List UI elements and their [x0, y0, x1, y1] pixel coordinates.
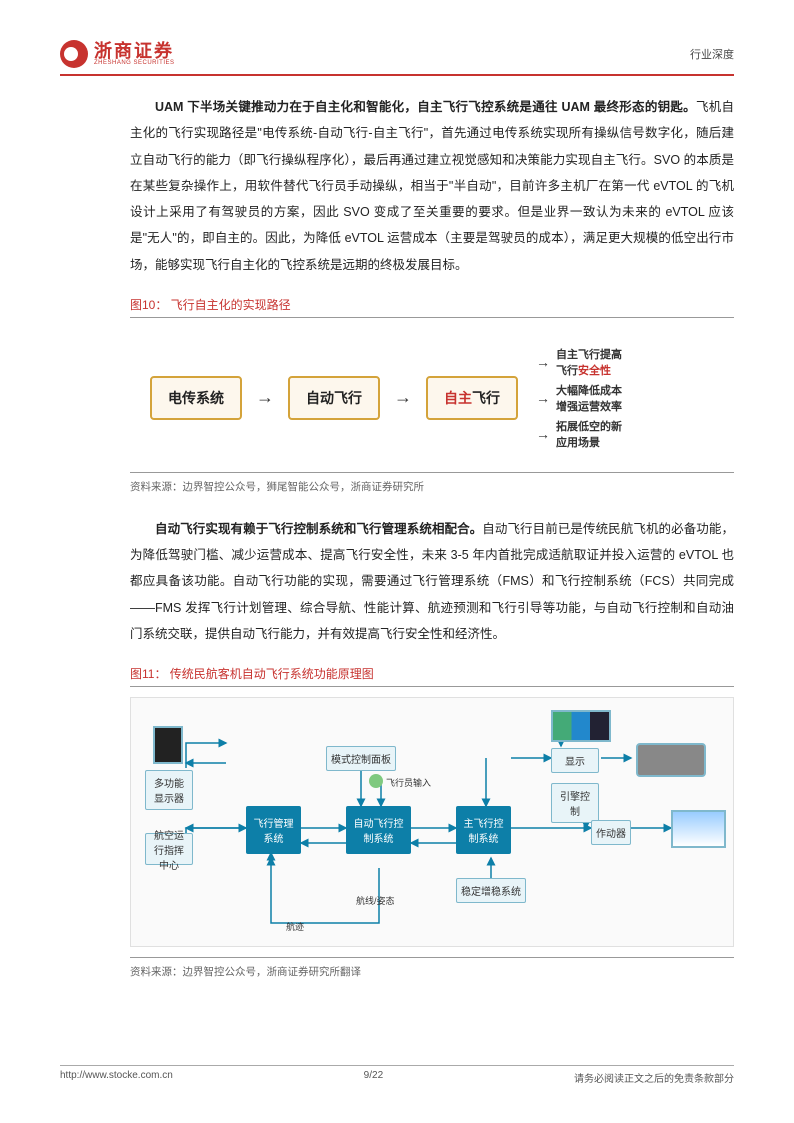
- fig11-diagram: 多功能显示器 航空运行指挥中心 飞行管理系统 模式控制面板 飞行员输入 自动飞行…: [130, 697, 734, 947]
- header-category: 行业深度: [690, 46, 734, 62]
- para1-rest: 飞机自主化的飞行实现路径是"电传系统-自动飞行-自主飞行"，首先通过电传系统实现…: [130, 100, 734, 272]
- page-footer: http://www.stocke.com.cn 9/22 请务必阅读正文之后的…: [60, 1065, 734, 1085]
- label-nav: 航迹: [286, 920, 304, 933]
- fig11-source: 资料来源：边界智控公众号，浙商证券研究所翻译: [130, 957, 734, 979]
- para1-bold: UAM 下半场关键推动力在于自主化和智能化，自主飞行飞控系统是通往 UAM 最终…: [155, 100, 696, 114]
- fig10-title: 图10： 飞行自主化的实现路径: [130, 296, 734, 318]
- node-aoc: 航空运行指挥中心: [145, 833, 193, 865]
- fig10-outcomes: →自主飞行提高飞行安全性 →大幅降低成本增强运营效率 →拓展低空的新应用场景: [536, 346, 622, 450]
- logo: 浙商证券 ZHESHANG SECURITIES: [60, 40, 175, 68]
- engine-img: [636, 743, 706, 777]
- node-engine: 引擎控制: [551, 783, 599, 823]
- fig10-box-2: 自动飞行: [288, 376, 380, 420]
- node-display: 多功能显示器: [145, 770, 193, 810]
- para2-rest: 自动飞行目前已是传统民航飞机的必备功能，为降低驾驶门槛、减少运营成本、提高飞行安…: [130, 522, 734, 641]
- arrow-icon: →: [536, 354, 550, 370]
- fig11-title: 图11： 传统民航客机自动飞行系统功能原理图: [130, 665, 734, 687]
- display-img: [153, 726, 183, 764]
- para2-bold: 自动飞行实现有赖于飞行控制系统和飞行管理系统相配合。: [155, 522, 482, 536]
- arrow-icon: →: [394, 387, 412, 408]
- label-route: 航线/姿态: [356, 894, 395, 907]
- node-sas: 稳定增稳系统: [456, 878, 526, 903]
- node-pfcs: 主飞行控制系统: [456, 806, 511, 854]
- page-header: 浙商证券 ZHESHANG SECURITIES 行业深度: [60, 40, 734, 76]
- footer-page: 9/22: [364, 1070, 383, 1085]
- paragraph-2: 自动飞行实现有赖于飞行控制系统和飞行管理系统相配合。自动飞行目前已是传统民航飞机…: [130, 516, 734, 647]
- display-screens: [551, 710, 611, 742]
- fig10-box-1: 电传系统: [150, 376, 242, 420]
- fig11-connections: [131, 698, 735, 948]
- node-actuator: 作动器: [591, 820, 631, 845]
- footer-url: http://www.stocke.com.cn: [60, 1070, 173, 1085]
- arrow-icon: →: [536, 426, 550, 442]
- node-afcs: 自动飞行控制系统: [346, 806, 411, 854]
- logo-text-cn: 浙商证券: [94, 42, 175, 60]
- node-show: 显示: [551, 748, 599, 773]
- fig10-source: 资料来源：边界智控公众号，狮尾智能公众号，浙商证券研究所: [130, 472, 734, 494]
- logo-icon: [60, 40, 88, 68]
- footer-disclaimer: 请务必阅读正文之后的免责条款部分: [574, 1070, 734, 1085]
- aircraft-img: [671, 810, 726, 848]
- pilot-icon: [369, 774, 383, 788]
- arrow-icon: →: [256, 387, 274, 408]
- node-fms: 飞行管理系统: [246, 806, 301, 854]
- logo-text-en: ZHESHANG SECURITIES: [94, 60, 175, 66]
- fig10-box-3: 自主飞行: [426, 376, 518, 420]
- label-pilot: 飞行员输入: [386, 776, 431, 789]
- fig10-diagram: 电传系统 → 自动飞行 → 自主飞行 →自主飞行提高飞行安全性 →大幅降低成本增…: [130, 328, 734, 462]
- paragraph-1: UAM 下半场关键推动力在于自主化和智能化，自主飞行飞控系统是通往 UAM 最终…: [130, 94, 734, 278]
- node-mode: 模式控制面板: [326, 746, 396, 771]
- arrow-icon: →: [536, 390, 550, 406]
